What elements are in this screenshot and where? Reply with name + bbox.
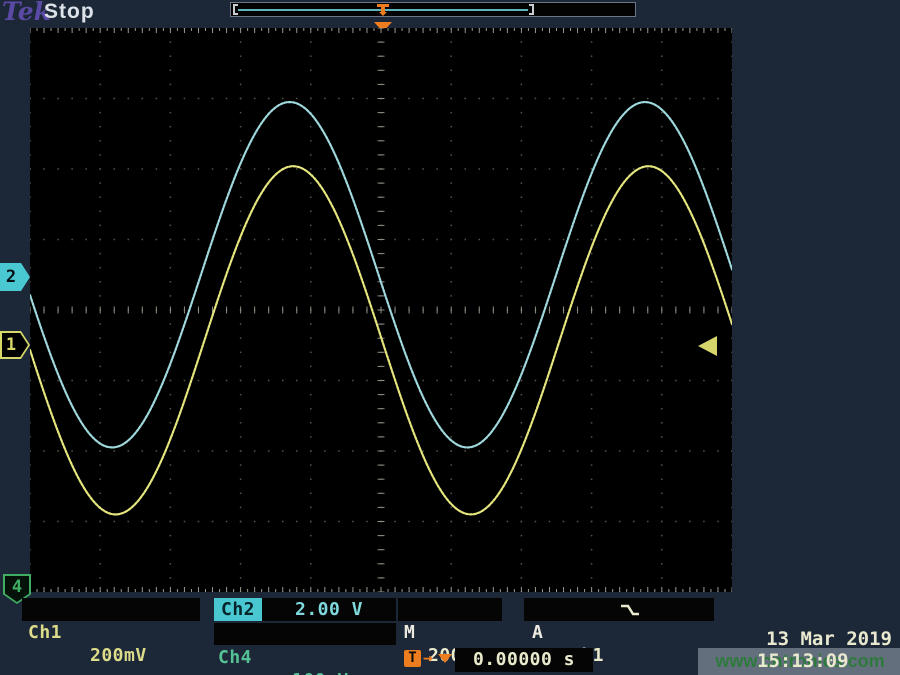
channel2-position-marker[interactable]: 2 [0, 263, 30, 291]
ch4-scale: 100mV [292, 669, 349, 675]
waveform-display [28, 27, 734, 593]
acquisition-status: Stop [44, 0, 95, 23]
timebase-label: M [404, 622, 416, 643]
ch1-readout[interactable]: Ch1 200mV [22, 598, 200, 666]
delay-down-triangle-icon [438, 654, 452, 663]
ch1-label: Ch1 [28, 622, 63, 643]
trigger-readout[interactable]: A Ch1 0.00 V [524, 598, 714, 666]
trigger-mode: A [532, 622, 544, 643]
trigger-down-arrow-icon [374, 22, 392, 32]
date-display: 13 Mar 2019 [766, 628, 892, 650]
channel1-position-marker[interactable]: 1 [0, 331, 30, 359]
tek-logo: Tek [2, 0, 51, 26]
time-display: 15:13:09 [757, 650, 849, 672]
delay-right-arrow-icon: → [423, 648, 433, 667]
record-window-left-bracket [233, 4, 238, 15]
trigger-level-arrow-icon[interactable] [698, 336, 717, 356]
record-view-bar[interactable] [230, 2, 636, 17]
graticule [28, 27, 734, 593]
ch2-selected-tab[interactable]: Ch2 [214, 598, 262, 621]
ch4-label: Ch4 [218, 647, 253, 668]
trigger-delay-readout[interactable]: 0.00000 s [455, 648, 593, 672]
ch2-scale-readout[interactable]: 2.00 V [262, 598, 396, 621]
ch4-readout[interactable]: Ch4 100mV [214, 623, 396, 675]
falling-edge-icon [621, 604, 639, 616]
timebase-readout[interactable]: M 200µs [398, 598, 502, 666]
record-window-right-bracket [529, 4, 534, 15]
delay-trigger-icon: T [404, 650, 421, 667]
trigger-position-bar-icon[interactable] [377, 3, 389, 16]
watermark-text: www.cntronics.com [715, 651, 885, 671]
ch1-scale: 200mV [90, 645, 147, 666]
watermark-background [698, 648, 900, 675]
